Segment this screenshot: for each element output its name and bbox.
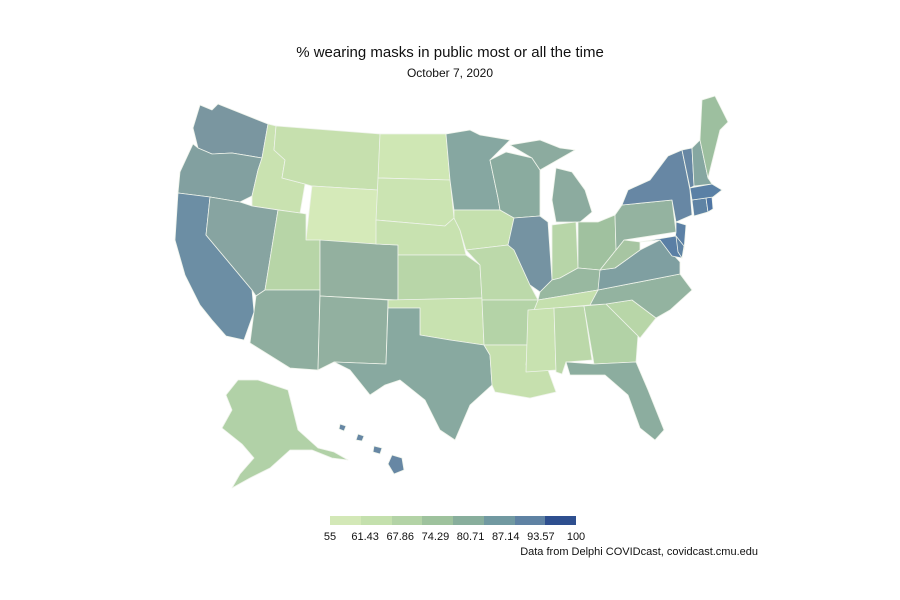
legend-swatch bbox=[545, 516, 576, 525]
state-arizona bbox=[249, 289, 321, 371]
legend-tick-label: 87.14 bbox=[491, 531, 520, 543]
state-washington bbox=[192, 103, 269, 159]
legend-swatch bbox=[514, 516, 546, 525]
state-mississippi bbox=[525, 307, 557, 373]
state-hawaii-big-island bbox=[387, 454, 405, 475]
legend-tick-label: 61.43 bbox=[351, 531, 379, 543]
legend-tick-label: 55 bbox=[323, 531, 337, 543]
state-alaska bbox=[221, 379, 349, 489]
color-legend-bar bbox=[330, 516, 576, 525]
data-source-note: Data from Delphi COVIDcast, covidcast.cm… bbox=[520, 546, 758, 558]
state-south-dakota bbox=[375, 177, 455, 227]
legend-swatch bbox=[453, 516, 484, 525]
legend-swatch bbox=[330, 516, 361, 525]
state-texas bbox=[333, 307, 493, 441]
legend-tick-label: 80.71 bbox=[456, 531, 485, 543]
state-delaware bbox=[675, 235, 685, 259]
color-legend-ticks: 55 61.43 67.86 74.29 80.71 87.14 93.57 100 bbox=[320, 531, 600, 545]
state-colorado bbox=[319, 239, 399, 301]
legend-swatch bbox=[422, 516, 453, 525]
state-wyoming bbox=[305, 185, 379, 245]
state-montana bbox=[273, 125, 381, 191]
legend-tick-label: 100 bbox=[566, 531, 586, 543]
state-michigan bbox=[551, 167, 593, 223]
state-north-dakota bbox=[377, 133, 451, 181]
state-florida bbox=[565, 361, 665, 441]
map-date: October 7, 2020 bbox=[406, 66, 494, 80]
state-new-mexico bbox=[317, 295, 389, 371]
legend-tick-label: 74.29 bbox=[421, 531, 450, 543]
legend-tick-label: 67.86 bbox=[386, 531, 415, 543]
legend-tick-label: 93.57 bbox=[527, 531, 555, 543]
legend-swatch bbox=[391, 516, 423, 525]
state-north-carolina bbox=[589, 273, 693, 319]
state-hawaii-oahu bbox=[355, 433, 365, 442]
legend-swatch bbox=[483, 516, 515, 525]
state-connecticut bbox=[691, 197, 709, 217]
state-hawaii-maui bbox=[372, 445, 383, 455]
state-kansas bbox=[397, 254, 483, 301]
state-maine bbox=[699, 95, 729, 179]
legend-swatch bbox=[360, 516, 392, 525]
map-title: % wearing masks in public most or all th… bbox=[296, 44, 604, 61]
state-michigan-upper bbox=[509, 139, 576, 171]
state-massachusetts bbox=[689, 183, 723, 201]
state-hawaii-kauai bbox=[338, 423, 347, 432]
state-maryland bbox=[639, 235, 683, 259]
